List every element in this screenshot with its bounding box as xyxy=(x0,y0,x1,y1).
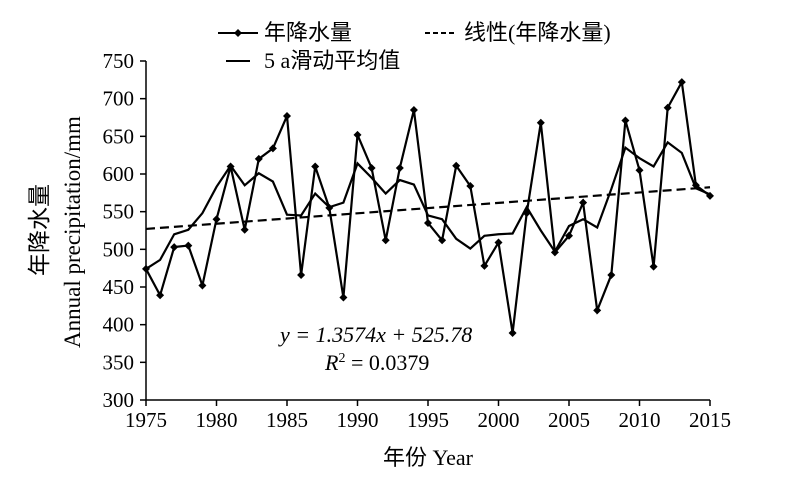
legend-trend-label: 线性(年降水量) xyxy=(464,20,611,45)
trend-line xyxy=(145,186,711,231)
x-tick-label: 1980 xyxy=(196,408,238,432)
x-tick-label: 2000 xyxy=(478,408,520,432)
x-axis-label: 年份 Year xyxy=(383,445,474,470)
annual-point xyxy=(522,209,531,218)
annual-point xyxy=(254,154,263,163)
annual-point xyxy=(156,291,165,300)
annual-point xyxy=(663,103,672,112)
annual-point xyxy=(550,248,559,257)
annual-point xyxy=(226,162,235,171)
annual-point xyxy=(607,270,616,279)
annual-point xyxy=(579,198,588,207)
regression-annotation: y = 1.3574x + 525.78 R2 = 0.0379 xyxy=(278,322,472,375)
y-tick-label: 650 xyxy=(103,124,135,148)
annual-point xyxy=(565,231,573,240)
annual-point xyxy=(452,161,461,170)
x-tick-label: 1975 xyxy=(125,408,167,432)
legend-annual-label: 年降水量 xyxy=(264,20,352,45)
annual-point xyxy=(325,203,334,212)
y-ticks: 300 350 400 450 500 550 600 650 700 750 xyxy=(103,49,146,412)
legend-item-moving: 5 a滑动平均值 xyxy=(226,48,400,73)
annual-point xyxy=(395,163,404,172)
series-moving-average xyxy=(145,140,711,270)
series-trend-line xyxy=(145,186,711,231)
series-annual-precipitation xyxy=(142,78,714,337)
x-tick-label: 2010 xyxy=(619,408,661,432)
annual-point xyxy=(142,264,150,273)
annual-point xyxy=(706,191,714,200)
annual-point xyxy=(381,236,390,245)
y-tick-label: 400 xyxy=(103,313,135,337)
annual-point xyxy=(339,293,348,302)
annual-point xyxy=(170,243,179,252)
annual-point xyxy=(593,306,602,315)
r-squared: R2 = 0.0379 xyxy=(324,350,429,375)
regression-equation: y = 1.3574x + 525.78 xyxy=(278,322,472,347)
x-tick-label: 1985 xyxy=(266,408,308,432)
y-tick-label: 600 xyxy=(103,162,135,186)
y-tick-label: 550 xyxy=(103,200,135,224)
annual-point xyxy=(466,182,475,191)
annual-point xyxy=(691,181,700,190)
annual-point xyxy=(635,166,644,175)
y-axis-label-cn: 年降水量 xyxy=(27,184,52,276)
x-tick-label: 1990 xyxy=(337,408,379,432)
y-tick-label: 700 xyxy=(103,87,135,111)
annual-point xyxy=(677,78,686,87)
legend-moving-label: 5 a滑动平均值 xyxy=(264,48,400,73)
annual-point xyxy=(649,262,658,271)
x-tick-label: 2005 xyxy=(548,408,590,432)
annual-point xyxy=(283,111,291,120)
annual-point xyxy=(508,328,517,337)
x-ticks: 1975 1980 1985 1990 1995 2000 2005 2010 2015 xyxy=(125,400,731,432)
annual-point xyxy=(240,225,249,234)
y-tick-label: 350 xyxy=(103,350,135,374)
y-tick-label: 500 xyxy=(103,237,135,261)
annual-point xyxy=(438,236,447,245)
y-tick-label: 450 xyxy=(103,275,135,299)
annual-point xyxy=(311,162,320,171)
annual-point xyxy=(268,144,277,153)
annual-point xyxy=(367,163,376,172)
y-axis-label-en: Annual precipitation/mm xyxy=(60,116,85,348)
legend: 年降水量 线性(年降水量) 5 a滑动平均值 xyxy=(218,20,611,73)
legend-item-trend: 线性(年降水量) xyxy=(425,20,611,45)
x-tick-label: 2015 xyxy=(689,408,731,432)
annual-point xyxy=(198,281,207,290)
annual-point xyxy=(297,270,306,279)
legend-annual-marker-icon xyxy=(234,29,242,37)
annual-point xyxy=(184,241,193,250)
annual-point xyxy=(494,238,503,247)
annual-point xyxy=(409,105,418,114)
annual-point xyxy=(424,218,432,227)
annual-point xyxy=(212,215,221,224)
annual-point xyxy=(353,130,362,139)
y-tick-label: 750 xyxy=(103,49,135,73)
legend-item-annual: 年降水量 xyxy=(218,20,352,45)
y-tick-label: 300 xyxy=(103,388,135,412)
annual-point xyxy=(480,261,489,270)
annual-point xyxy=(536,118,545,127)
moving-average-line xyxy=(145,140,711,270)
annual-point xyxy=(621,116,630,125)
x-tick-label: 1995 xyxy=(407,408,449,432)
